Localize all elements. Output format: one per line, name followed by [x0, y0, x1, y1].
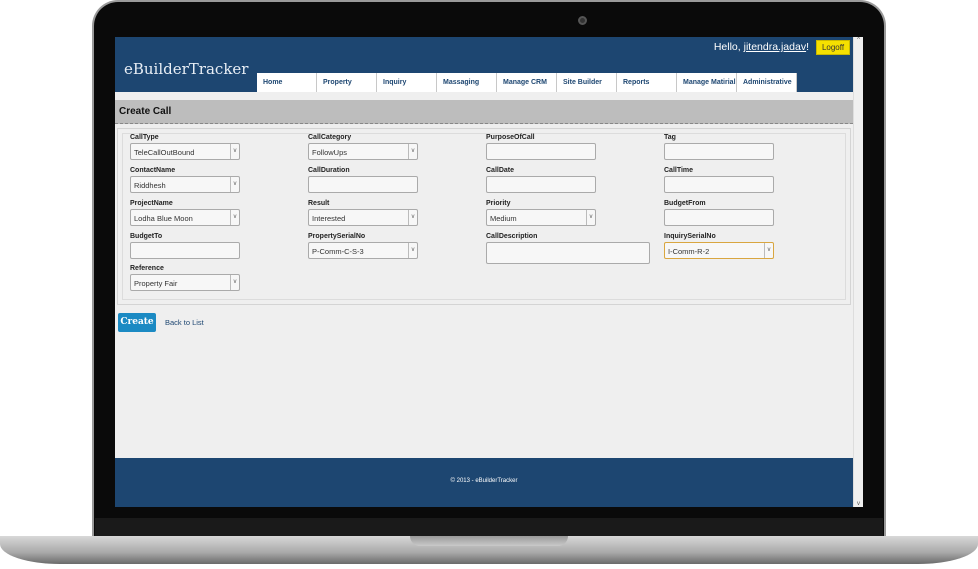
create-button[interactable]: Create	[118, 313, 156, 332]
reference-value: Property Fair	[134, 279, 178, 288]
callcategory-value: FollowUps	[312, 148, 348, 157]
nav-item-reports[interactable]: Reports	[617, 73, 677, 92]
scroll-up-icon[interactable]: ^	[857, 37, 860, 43]
tag-label: Tag	[664, 134, 676, 141]
priority-label: Priority	[486, 200, 511, 207]
nav-item-inquiry[interactable]: Inquiry	[377, 73, 437, 92]
callcategory-select[interactable]: FollowUps v	[308, 143, 418, 160]
result-label: Result	[308, 200, 330, 207]
form-panel	[117, 128, 851, 305]
reference-select[interactable]: Property Fair v	[130, 274, 240, 291]
user-link[interactable]: jitendra.jadav	[743, 41, 807, 53]
propertyserialno-label: PropertySerialNo	[308, 233, 366, 240]
main-nav: Home Property Inquiry Massaging Manage CRM Si…	[257, 73, 797, 92]
chevron-down-icon[interactable]: v	[230, 210, 239, 225]
inquiryserialno-select[interactable]: I-Comm-R-2 v	[664, 242, 774, 259]
header: eBuilderTracker Hello, jitendra.jadav! L…	[115, 37, 853, 92]
nav-item-home[interactable]: Home	[257, 73, 317, 92]
screen: eBuilderTracker Hello, jitendra.jadav! L…	[115, 37, 863, 507]
propertyserialno-value: P-Comm-C-S-3	[312, 247, 364, 256]
page-title: Create Call	[119, 106, 172, 117]
scroll-down-icon[interactable]: v	[857, 501, 860, 507]
result-value: Interested	[312, 214, 346, 223]
calldate-input[interactable]	[486, 176, 596, 193]
callcategory-label: CallCategory	[308, 134, 352, 141]
logo: eBuilderTracker	[124, 60, 249, 78]
greeting-text: Hello,	[713, 41, 744, 53]
footer: © 2013 - eBuilderTracker	[115, 458, 853, 507]
calldate-label: CallDate	[486, 167, 515, 174]
inquiryserialno-value: I-Comm-R-2	[668, 247, 710, 256]
budgetto-label: BudgetTo	[130, 233, 163, 240]
chevron-down-icon[interactable]: v	[408, 144, 417, 159]
calltype-select[interactable]: TeleCallOutBound v	[130, 143, 240, 160]
chevron-down-icon[interactable]: v	[408, 210, 417, 225]
calltime-input[interactable]	[664, 176, 774, 193]
result-select[interactable]: Interested v	[308, 209, 418, 226]
chevron-down-icon[interactable]: v	[230, 275, 239, 290]
tag-input[interactable]	[664, 143, 774, 160]
chevron-down-icon[interactable]: v	[586, 210, 595, 225]
projectname-label: ProjectName	[130, 200, 173, 207]
nav-item-manage-crm[interactable]: Manage CRM	[497, 73, 557, 92]
nav-item-massaging[interactable]: Massaging	[437, 73, 497, 92]
contactname-value: Riddhesh	[134, 181, 166, 190]
reference-label: Reference	[130, 265, 164, 272]
form-inner	[122, 133, 846, 300]
chevron-down-icon[interactable]: v	[408, 243, 417, 258]
projectname-value: Lodha Blue Moon	[134, 214, 193, 223]
copyright: © 2013 - eBuilderTracker	[450, 478, 518, 484]
laptop-chin	[95, 518, 883, 538]
inquiryserialno-label: InquirySerialNo	[664, 233, 716, 240]
nav-item-administrative[interactable]: Administrative	[737, 73, 797, 92]
projectname-select[interactable]: Lodha Blue Moon v	[130, 209, 240, 226]
greeting: Hello, jitendra.jadav!	[714, 41, 809, 53]
logoff-button[interactable]: Logoff	[816, 40, 850, 55]
priority-value: Medium	[490, 214, 517, 223]
scrollbar[interactable]: ^ v	[853, 37, 863, 507]
callduration-label: CallDuration	[308, 167, 350, 174]
laptop-notch	[410, 536, 568, 546]
priority-select[interactable]: Medium v	[486, 209, 596, 226]
chevron-down-icon[interactable]: v	[764, 243, 773, 258]
nav-item-manage-matirial[interactable]: Manage Matirial	[677, 73, 737, 92]
contactname-select[interactable]: Riddhesh v	[130, 176, 240, 193]
camera-icon	[578, 16, 587, 25]
purposeofcall-label: PurposeOfCall	[486, 134, 535, 141]
calltime-label: CallTime	[664, 167, 694, 174]
back-to-list-link[interactable]: Back to List	[165, 318, 204, 327]
callduration-input[interactable]	[308, 176, 418, 193]
contactname-label: ContactName	[130, 167, 176, 174]
calltype-label: CallType	[130, 134, 159, 141]
title-band: Create Call	[115, 100, 853, 124]
nav-item-property[interactable]: Property	[317, 73, 377, 92]
chevron-down-icon[interactable]: v	[230, 177, 239, 192]
calldescription-textarea[interactable]	[486, 242, 650, 264]
greeting-exclaim: !	[806, 41, 809, 53]
budgetfrom-label: BudgetFrom	[664, 200, 706, 207]
chevron-down-icon[interactable]: v	[230, 144, 239, 159]
calltype-value: TeleCallOutBound	[134, 148, 195, 157]
propertyserialno-select[interactable]: P-Comm-C-S-3 v	[308, 242, 418, 259]
budgetfrom-input[interactable]	[664, 209, 774, 226]
nav-item-site-builder[interactable]: Site Builder	[557, 73, 617, 92]
budgetto-input[interactable]	[130, 242, 240, 259]
calldescription-label: CallDescription	[486, 233, 538, 240]
purposeofcall-input[interactable]	[486, 143, 596, 160]
